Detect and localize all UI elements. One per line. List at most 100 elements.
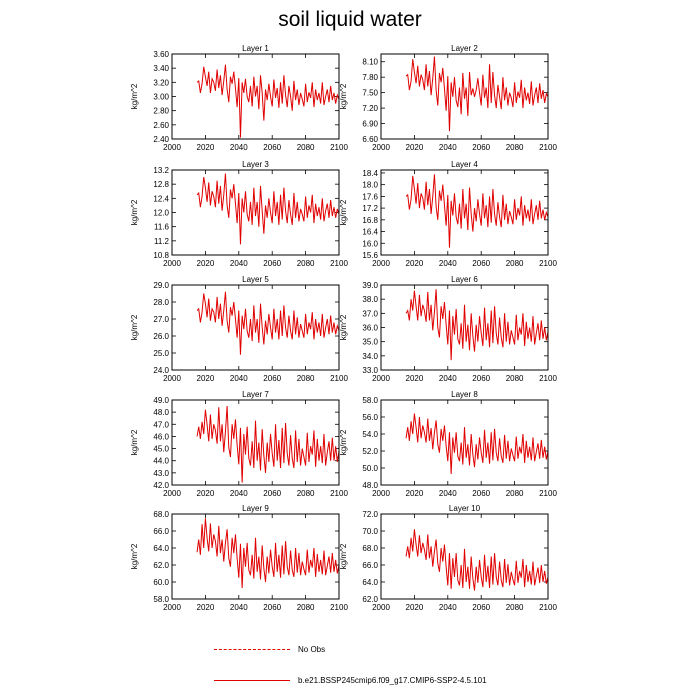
layer2-ytick-label: 6.60 [362,135,378,144]
layer10-xtick-label: 2000 [372,603,390,612]
layer4-ytick-label: 17.2 [362,204,378,213]
layer9-ytick-label: 58.0 [153,595,169,604]
layer4-ytick-label: 16.0 [362,239,378,248]
layer7-ytick-label: 48.0 [153,408,169,417]
layer10-frame [380,513,549,600]
layer8-ytick-label: 48.0 [362,481,378,490]
layer5-frame [171,284,340,371]
layer6-xtick-label: 2000 [372,374,390,383]
layer1-xtick-label: 2060 [263,143,281,152]
layer1-xtick-label: 2000 [163,143,181,152]
layer8-series-line [405,413,549,474]
layer6-ytick-label: 38.0 [362,295,378,304]
layer5-xtick-label: 2040 [230,374,248,383]
figure-title: soil liquid water [278,8,422,31]
layer7-series-line [196,406,340,483]
layer10-xtick-label: 2020 [406,603,424,612]
layer10-title: Layer 10 [449,504,481,513]
layer6-ytick-label: 39.0 [362,281,378,290]
layer4-xtick-label: 2100 [539,259,557,268]
legend-model-label: b.e21.BSSP245cmip6.f09_g17.CMIP6-SSP2-4.… [298,676,487,685]
layer8-xtick-label: 2080 [506,489,524,498]
layer10-xtick-label: 2040 [439,603,457,612]
legend-model-swatch [214,680,290,681]
layer2-ytick-label: 6.90 [362,120,378,129]
layer10-xtick-label: 2080 [506,603,524,612]
layer1-xtick-label: 2020 [197,143,215,152]
layer6-ytick-label: 37.0 [362,309,378,318]
layer2-ylabel: kg/m^2 [339,83,348,109]
layer9-xtick-label: 2060 [263,603,281,612]
layer2-ytick-label: 7.80 [362,73,378,82]
layer3-ytick-label: 10.8 [153,251,169,260]
layer1-ytick-label: 3.00 [153,93,169,102]
layer6-xtick-label: 2040 [439,374,457,383]
layer5-xtick-label: 2000 [163,374,181,383]
layer8-ytick-label: 52.0 [362,447,378,456]
layer8-xtick-label: 2000 [372,489,390,498]
layer3-ylabel: kg/m^2 [130,199,139,225]
layer8-frame [380,399,549,486]
layer6-ytick-label: 34.0 [362,352,378,361]
layer5-series-line [196,291,340,355]
layer10-ytick-label: 72.0 [362,510,378,519]
layer2-xtick-label: 2040 [439,143,457,152]
layer7-frame [171,399,340,486]
layer2-xtick-label: 2000 [372,143,390,152]
layer10-xtick-label: 2100 [539,603,557,612]
layer1-frame [171,53,340,140]
layer7-ytick-label: 44.0 [153,457,169,466]
layer9-ytick-label: 68.0 [153,510,169,519]
layer7-xtick-label: 2020 [197,489,215,498]
layer9-ytick-label: 62.0 [153,561,169,570]
layer5-xtick-label: 2100 [330,374,348,383]
layer10-ytick-label: 62.0 [362,595,378,604]
layer6-xtick-label: 2080 [506,374,524,383]
layer6-ytick-label: 33.0 [362,366,378,375]
layer10-ytick-label: 64.0 [362,578,378,587]
layer6-ytick-label: 35.0 [362,338,378,347]
layer5-ytick-label: 24.0 [153,366,169,375]
layer8-ylabel: kg/m^2 [339,429,348,455]
layer2-ytick-label: 7.50 [362,89,378,98]
layer8-ytick-label: 54.0 [362,430,378,439]
layer8-xtick-label: 2060 [472,489,490,498]
layer9-ytick-label: 60.0 [153,578,169,587]
layer9-series-line [196,518,340,588]
layer1-xtick-label: 2080 [297,143,315,152]
layer3-title: Layer 3 [242,160,269,169]
layer7-ytick-label: 49.0 [153,396,169,405]
layer4-ytick-label: 15.6 [362,251,378,260]
layer8-xtick-label: 2100 [539,489,557,498]
layer8-ytick-label: 50.0 [362,464,378,473]
layer9-xtick-label: 2100 [330,603,348,612]
layer6-frame [380,284,549,371]
layer10-xtick-label: 2060 [472,603,490,612]
layer6-xtick-label: 2020 [406,374,424,383]
layer1-ylabel: kg/m^2 [130,83,139,109]
layer3-ytick-label: 11.6 [154,223,170,232]
layer8-xtick-label: 2020 [406,489,424,498]
legend-obs-swatch [214,649,290,650]
layer8-xtick-label: 2040 [439,489,457,498]
layer4-xtick-label: 2060 [472,259,490,268]
layer1-ytick-label: 3.40 [153,64,169,73]
layer1-ytick-label: 2.40 [153,135,169,144]
layer1-xtick-label: 2100 [330,143,348,152]
layer3-xtick-label: 2100 [330,259,348,268]
layer8-title: Layer 8 [451,390,478,399]
layer2-series-line [405,56,549,132]
layer1-series-line [196,64,340,138]
layer3-ytick-label: 13.2 [153,166,169,175]
layer4-title: Layer 4 [451,160,478,169]
layer6-xtick-label: 2060 [472,374,490,383]
layer2-xtick-label: 2020 [406,143,424,152]
layer8-ytick-label: 58.0 [362,396,378,405]
layer2-xtick-label: 2100 [539,143,557,152]
layer7-ytick-label: 47.0 [153,420,169,429]
layer10-ytick-label: 68.0 [362,544,378,553]
layer9-ylabel: kg/m^2 [130,543,139,569]
legend-obs-label: No Obs [298,645,326,654]
layer2-frame [380,53,549,140]
